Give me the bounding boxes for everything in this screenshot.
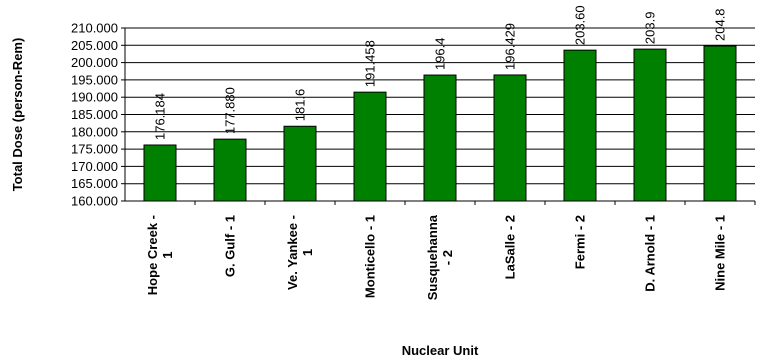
data-label: 177.880 bbox=[223, 87, 238, 134]
y-tick-label: 205.000 bbox=[71, 38, 118, 53]
y-tick-label: 175.000 bbox=[71, 142, 118, 157]
data-label: 181.6 bbox=[293, 89, 308, 122]
y-tick-label: 160.000 bbox=[71, 194, 118, 209]
bar bbox=[563, 49, 597, 202]
data-label: 176.184 bbox=[153, 93, 168, 140]
bar bbox=[143, 144, 177, 202]
bar bbox=[423, 74, 457, 202]
data-label: 203.9 bbox=[643, 12, 658, 45]
data-label: 204.8 bbox=[713, 8, 728, 41]
y-tick-label: 165.000 bbox=[71, 176, 118, 191]
y-tick-label: 185.000 bbox=[71, 107, 118, 122]
bar bbox=[493, 74, 527, 202]
y-tick-label: 190.000 bbox=[71, 90, 118, 105]
y-axis-title: Total Dose (person-Rem) bbox=[10, 38, 25, 192]
x-tick-label: D. Arnold - 1 bbox=[643, 215, 658, 292]
x-tick-label: Ve. Yankee -1 bbox=[285, 215, 315, 290]
x-tick-label: Susquehanna- 2 bbox=[425, 214, 455, 300]
x-tick-labels: Hope Creek -1 G. Gulf - 1 Ve. Yankee -1 Mon… bbox=[145, 214, 728, 300]
y-tick-label: 210.000 bbox=[71, 21, 118, 36]
x-tick-label: LaSalle - 2 bbox=[503, 215, 518, 279]
x-tick-label: Monticello - 1 bbox=[363, 215, 378, 298]
y-tick-label: 195.000 bbox=[71, 72, 118, 87]
axes bbox=[121, 27, 756, 205]
y-tick-labels: 160.000 165.000 170.000 175.000 180.000 185.0… bbox=[71, 21, 118, 209]
bar bbox=[283, 125, 317, 202]
bar bbox=[353, 91, 387, 202]
y-tick-label: 200.000 bbox=[71, 55, 118, 70]
data-label: 191.458 bbox=[363, 40, 378, 87]
x-tick-label: Fermi - 2 bbox=[573, 215, 588, 269]
x-tick-label: Nine Mile - 1 bbox=[713, 215, 728, 291]
bar bbox=[703, 45, 737, 202]
x-tick-label: G. Gulf - 1 bbox=[223, 215, 238, 277]
x-tick-label: Hope Creek -1 bbox=[145, 215, 175, 295]
y-tick-label: 170.000 bbox=[71, 159, 118, 174]
bar bbox=[213, 138, 247, 202]
data-label: 203.60 bbox=[573, 5, 588, 45]
data-label: 196.429 bbox=[503, 23, 518, 70]
data-labels: 176.184 177.880 181.6 191.458 196.4 196.429 20… bbox=[153, 5, 728, 140]
y-tick-label: 180.000 bbox=[71, 124, 118, 139]
bar bbox=[633, 48, 667, 202]
x-axis-title: Nuclear Unit bbox=[402, 343, 479, 358]
data-label: 196.4 bbox=[433, 38, 448, 71]
